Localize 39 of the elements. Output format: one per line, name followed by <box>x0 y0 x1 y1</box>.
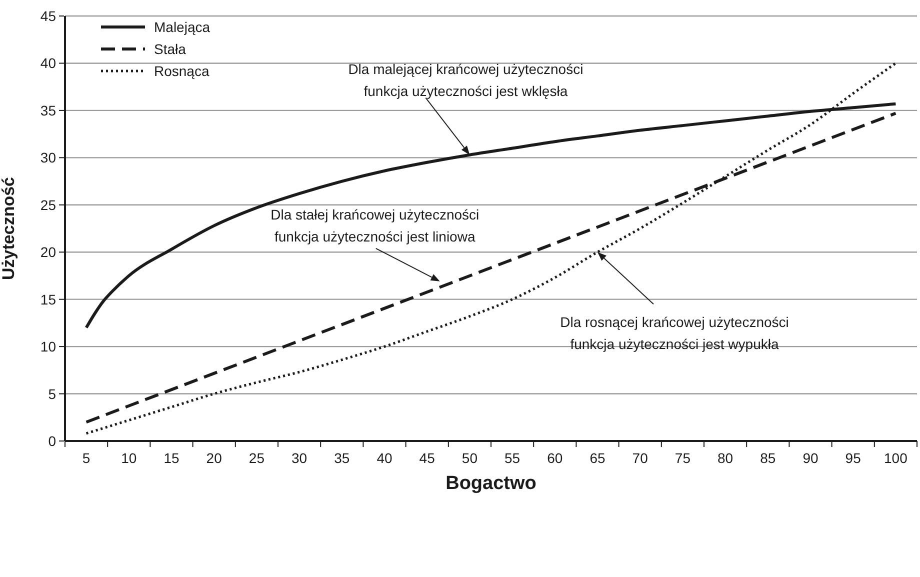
x-tick-label: 75 <box>674 450 691 466</box>
x-tick-label: 40 <box>376 450 392 466</box>
y-tick-label: 35 <box>40 102 56 118</box>
x-tick-label: 100 <box>884 450 908 466</box>
legend-label: Malejąca <box>154 19 210 35</box>
x-tick-label: 90 <box>802 450 818 466</box>
x-tick-label: 60 <box>547 450 563 466</box>
x-tick-label: 55 <box>504 450 520 466</box>
y-tick-label: 5 <box>48 386 56 402</box>
x-tick-label: 30 <box>292 450 308 466</box>
x-tick-label: 35 <box>334 450 350 466</box>
x-tick-label: 95 <box>845 450 862 466</box>
legend-label: Stała <box>154 41 186 57</box>
x-tick-label: 50 <box>462 450 478 466</box>
x-tick-label: 80 <box>718 450 734 466</box>
x-tick-label: 20 <box>206 450 222 466</box>
x-tick-label: 45 <box>419 450 436 466</box>
y-axis-title: Użyteczność <box>0 177 18 280</box>
annotation: Dla rosnącej krańcowej użyteczności funkcja użyteczności jest wypukła <box>560 314 789 352</box>
x-tick-label: 65 <box>590 450 606 466</box>
x-tick-label: 25 <box>248 450 265 466</box>
x-tick-label: 10 <box>121 450 137 466</box>
y-tick-label: 40 <box>40 55 56 72</box>
y-tick-label: 15 <box>40 291 56 308</box>
x-axis-title: Bogactwo <box>446 473 536 494</box>
y-tick-label: 30 <box>40 150 56 166</box>
line-series <box>85 62 897 435</box>
y-tick-label: 20 <box>40 244 56 260</box>
x-tick-label: 70 <box>632 450 648 466</box>
y-tick-label: 45 <box>40 8 56 24</box>
annotation: Dla stałej krańcowej użyteczności funkcja użyteczności jest liniowa <box>270 206 480 244</box>
annotation: Dla malejącej krańcowej użyteczności funkcja użyteczności jest wklęsła <box>348 60 584 99</box>
y-tick-label: 25 <box>40 196 56 213</box>
legend-label: Rosnąca <box>154 63 210 79</box>
x-tick-label: 5 <box>82 450 90 466</box>
y-tick-label: 0 <box>48 433 56 449</box>
x-tick-label: 15 <box>164 450 180 466</box>
y-tick-label: 10 <box>40 338 56 355</box>
x-tick-label: 85 <box>760 450 776 466</box>
